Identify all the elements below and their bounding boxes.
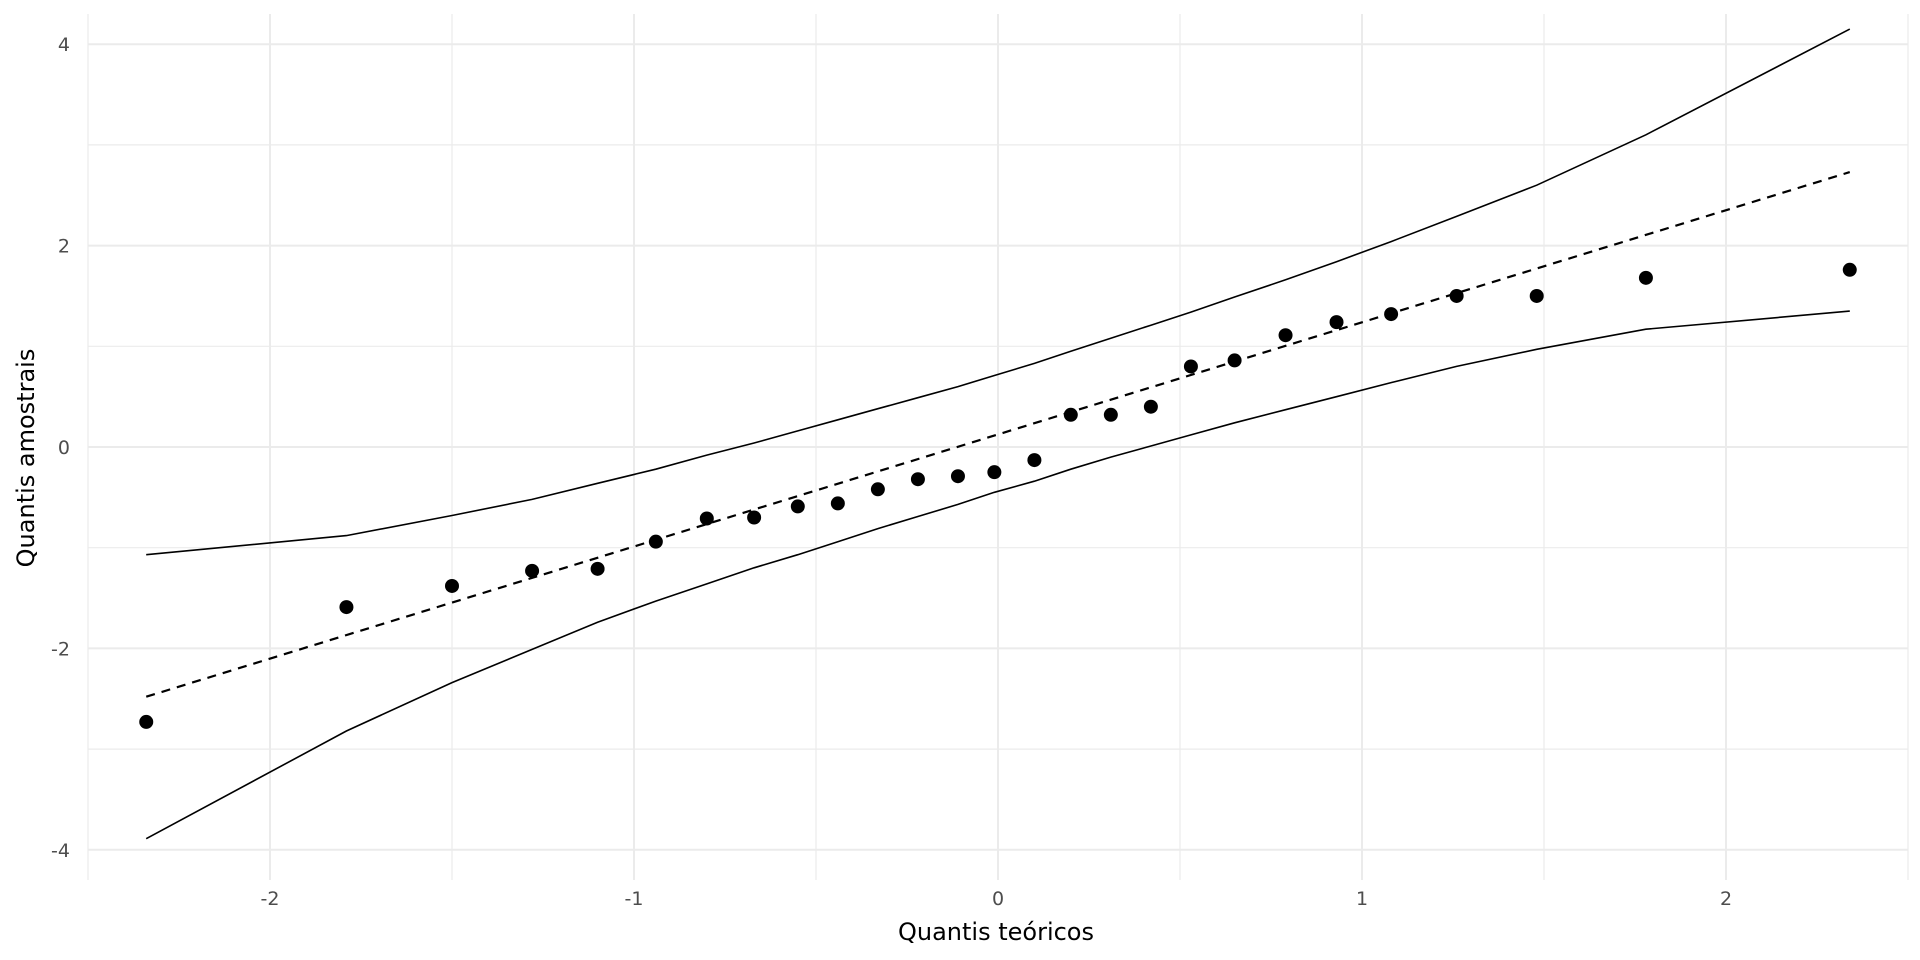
x-tick-label-2: 0 — [992, 888, 1004, 910]
data-point-19 — [1227, 353, 1242, 368]
data-point-22 — [1384, 307, 1399, 322]
data-point-26 — [1842, 262, 1857, 277]
data-point-14 — [1027, 453, 1042, 468]
data-point-25 — [1638, 270, 1653, 285]
data-point-10 — [870, 482, 885, 497]
y-axis-title: Quantis amostrais — [12, 349, 40, 568]
data-point-23 — [1449, 288, 1464, 303]
data-point-11 — [910, 472, 925, 487]
data-point-1 — [339, 600, 354, 615]
x-axis-tick-labels: -2 -1 0 1 2 — [261, 888, 1733, 910]
y-axis-tick-labels: -4 -2 0 2 4 — [51, 34, 70, 862]
data-point-20 — [1278, 328, 1293, 343]
lower-confidence-band — [145, 310, 1850, 840]
confidence-bands — [145, 28, 1851, 840]
data-point-8 — [790, 499, 805, 514]
x-tick-label-3: 1 — [1356, 888, 1368, 910]
data-point-6 — [699, 511, 714, 526]
y-tick-label-0: -4 — [51, 840, 70, 862]
data-point-2 — [445, 578, 459, 593]
x-tick-label-1: -1 — [625, 888, 644, 910]
y-tick-label-3: 2 — [58, 236, 70, 258]
data-point-17 — [1143, 399, 1158, 414]
data-point-4 — [590, 561, 605, 576]
y-tick-label-1: -2 — [51, 638, 70, 660]
data-point-12 — [950, 469, 965, 484]
grid — [87, 14, 1909, 880]
data-point-7 — [747, 510, 762, 525]
x-axis-title: Quantis teóricos — [898, 918, 1094, 946]
upper-confidence-band — [146, 28, 1851, 556]
x-tick-label-4: 2 — [1720, 888, 1732, 910]
data-point-9 — [830, 496, 845, 511]
data-point-0 — [139, 714, 154, 729]
data-point-24 — [1529, 288, 1544, 303]
y-tick-label-4: 4 — [58, 34, 70, 56]
data-point-18 — [1183, 359, 1198, 374]
data-point-15 — [1063, 407, 1078, 422]
data-point-13 — [987, 465, 1002, 480]
x-tick-label-0: -2 — [261, 888, 280, 910]
y-tick-label-2: 0 — [58, 437, 70, 459]
data-point-3 — [525, 563, 540, 578]
data-point-21 — [1329, 315, 1344, 330]
data-point-5 — [648, 534, 663, 549]
data-points — [139, 262, 1857, 729]
data-point-16 — [1103, 407, 1118, 422]
